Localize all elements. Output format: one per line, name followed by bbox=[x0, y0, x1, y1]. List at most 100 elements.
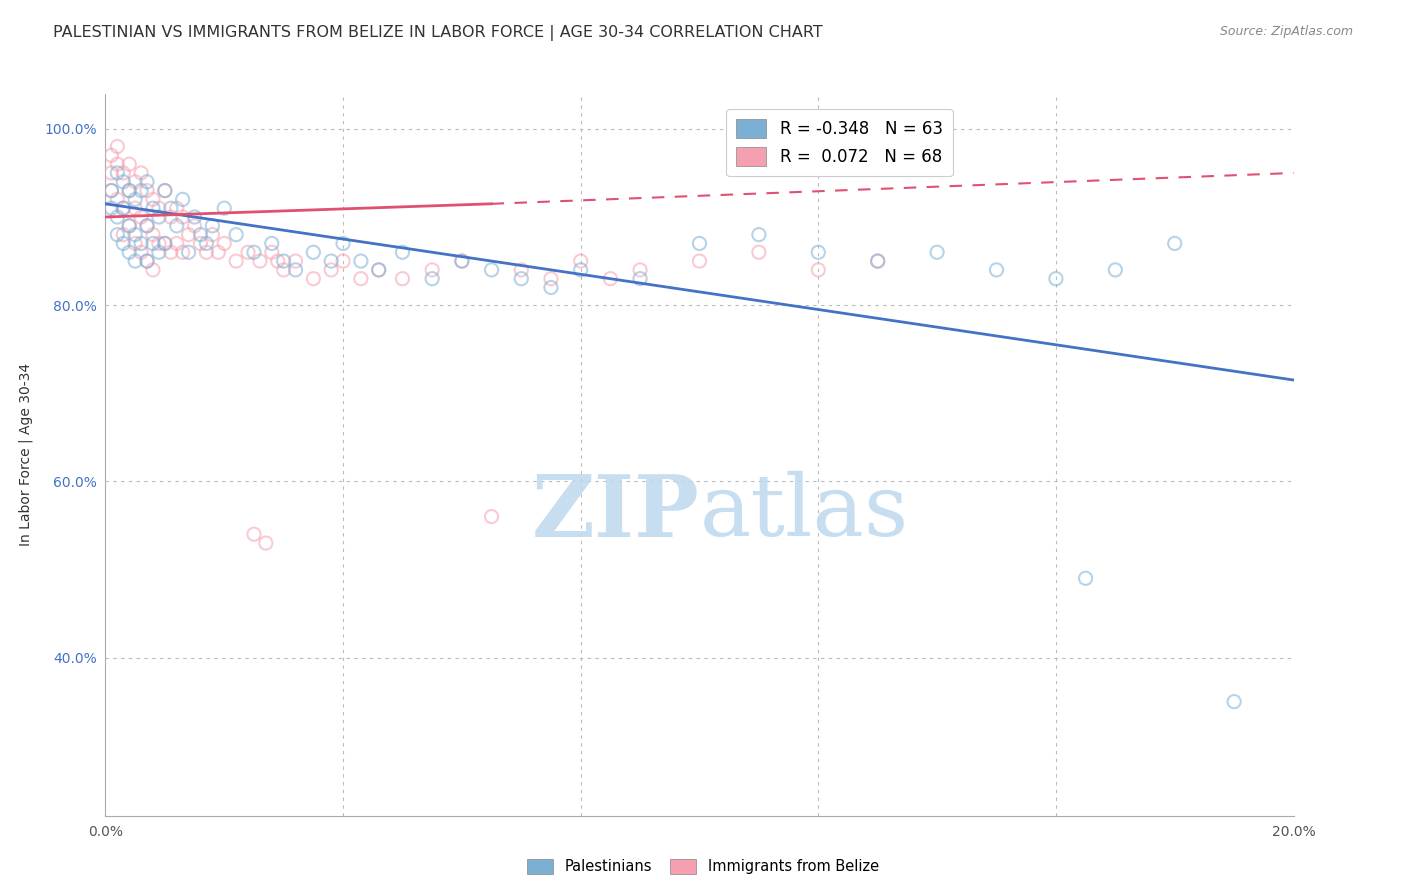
Point bbox=[112, 236, 135, 251]
Point bbox=[207, 245, 229, 260]
Point bbox=[136, 219, 159, 233]
Point bbox=[166, 219, 188, 233]
Legend: R = -0.348   N = 63, R =  0.072   N = 68: R = -0.348 N = 63, R = 0.072 N = 68 bbox=[725, 109, 952, 176]
Point bbox=[129, 184, 152, 198]
Point bbox=[136, 254, 159, 268]
Point bbox=[112, 166, 135, 180]
Point bbox=[112, 175, 135, 189]
Point bbox=[118, 184, 141, 198]
Point bbox=[1074, 571, 1097, 585]
Point bbox=[172, 210, 194, 224]
Point bbox=[183, 219, 205, 233]
Point bbox=[124, 201, 146, 215]
Point bbox=[166, 201, 188, 215]
Point bbox=[225, 254, 247, 268]
Point bbox=[105, 166, 128, 180]
Point bbox=[367, 263, 389, 277]
Point bbox=[243, 527, 266, 541]
Point bbox=[510, 271, 533, 285]
Point bbox=[807, 245, 830, 260]
Point bbox=[136, 219, 159, 233]
Legend: Palestinians, Immigrants from Belize: Palestinians, Immigrants from Belize bbox=[522, 853, 884, 880]
Point bbox=[142, 236, 165, 251]
Point bbox=[124, 227, 146, 242]
Point bbox=[129, 166, 152, 180]
Point bbox=[112, 201, 135, 215]
Point bbox=[105, 227, 128, 242]
Point bbox=[142, 263, 165, 277]
Point bbox=[481, 263, 503, 277]
Point bbox=[148, 201, 170, 215]
Point bbox=[420, 271, 443, 285]
Point bbox=[302, 271, 325, 285]
Point bbox=[1104, 263, 1126, 277]
Point bbox=[267, 254, 290, 268]
Point bbox=[153, 184, 176, 198]
Point bbox=[243, 245, 266, 260]
Point bbox=[225, 227, 247, 242]
Point bbox=[136, 184, 159, 198]
Point bbox=[540, 271, 562, 285]
Point bbox=[866, 254, 889, 268]
Point bbox=[249, 254, 271, 268]
Point bbox=[927, 245, 949, 260]
Point bbox=[118, 245, 141, 260]
Point bbox=[569, 254, 592, 268]
Point bbox=[510, 263, 533, 277]
Point bbox=[129, 210, 152, 224]
Point bbox=[159, 245, 181, 260]
Point bbox=[124, 175, 146, 189]
Point bbox=[148, 210, 170, 224]
Point bbox=[195, 245, 218, 260]
Point bbox=[129, 245, 152, 260]
Point bbox=[112, 201, 135, 215]
Point bbox=[148, 236, 170, 251]
Point bbox=[273, 263, 295, 277]
Point bbox=[273, 254, 295, 268]
Point bbox=[628, 271, 651, 285]
Point bbox=[302, 245, 325, 260]
Point bbox=[105, 139, 128, 153]
Point bbox=[100, 201, 122, 215]
Point bbox=[177, 245, 200, 260]
Point bbox=[332, 236, 354, 251]
Point bbox=[153, 236, 176, 251]
Point bbox=[112, 227, 135, 242]
Point bbox=[628, 263, 651, 277]
Point bbox=[689, 236, 711, 251]
Point bbox=[260, 236, 283, 251]
Point bbox=[100, 148, 122, 162]
Point bbox=[105, 193, 128, 207]
Point bbox=[807, 263, 830, 277]
Point bbox=[689, 254, 711, 268]
Point bbox=[260, 245, 283, 260]
Point bbox=[118, 219, 141, 233]
Point bbox=[166, 236, 188, 251]
Point bbox=[1164, 236, 1187, 251]
Point bbox=[105, 157, 128, 171]
Point bbox=[748, 227, 770, 242]
Point bbox=[124, 193, 146, 207]
Text: Source: ZipAtlas.com: Source: ZipAtlas.com bbox=[1219, 25, 1353, 38]
Point bbox=[172, 245, 194, 260]
Point bbox=[986, 263, 1008, 277]
Point bbox=[190, 227, 212, 242]
Point bbox=[214, 236, 236, 251]
Text: PALESTINIAN VS IMMIGRANTS FROM BELIZE IN LABOR FORCE | AGE 30-34 CORRELATION CHA: PALESTINIAN VS IMMIGRANTS FROM BELIZE IN… bbox=[53, 25, 823, 41]
Point bbox=[540, 280, 562, 294]
Point bbox=[118, 157, 141, 171]
Point bbox=[332, 254, 354, 268]
Point bbox=[100, 166, 122, 180]
Text: atlas: atlas bbox=[700, 471, 908, 554]
Point bbox=[391, 271, 413, 285]
Point bbox=[153, 236, 176, 251]
Point bbox=[599, 271, 621, 285]
Point bbox=[118, 184, 141, 198]
Point bbox=[420, 263, 443, 277]
Point bbox=[136, 175, 159, 189]
Point bbox=[866, 254, 889, 268]
Point bbox=[481, 509, 503, 524]
Point bbox=[100, 184, 122, 198]
Point bbox=[124, 254, 146, 268]
Point bbox=[159, 210, 181, 224]
